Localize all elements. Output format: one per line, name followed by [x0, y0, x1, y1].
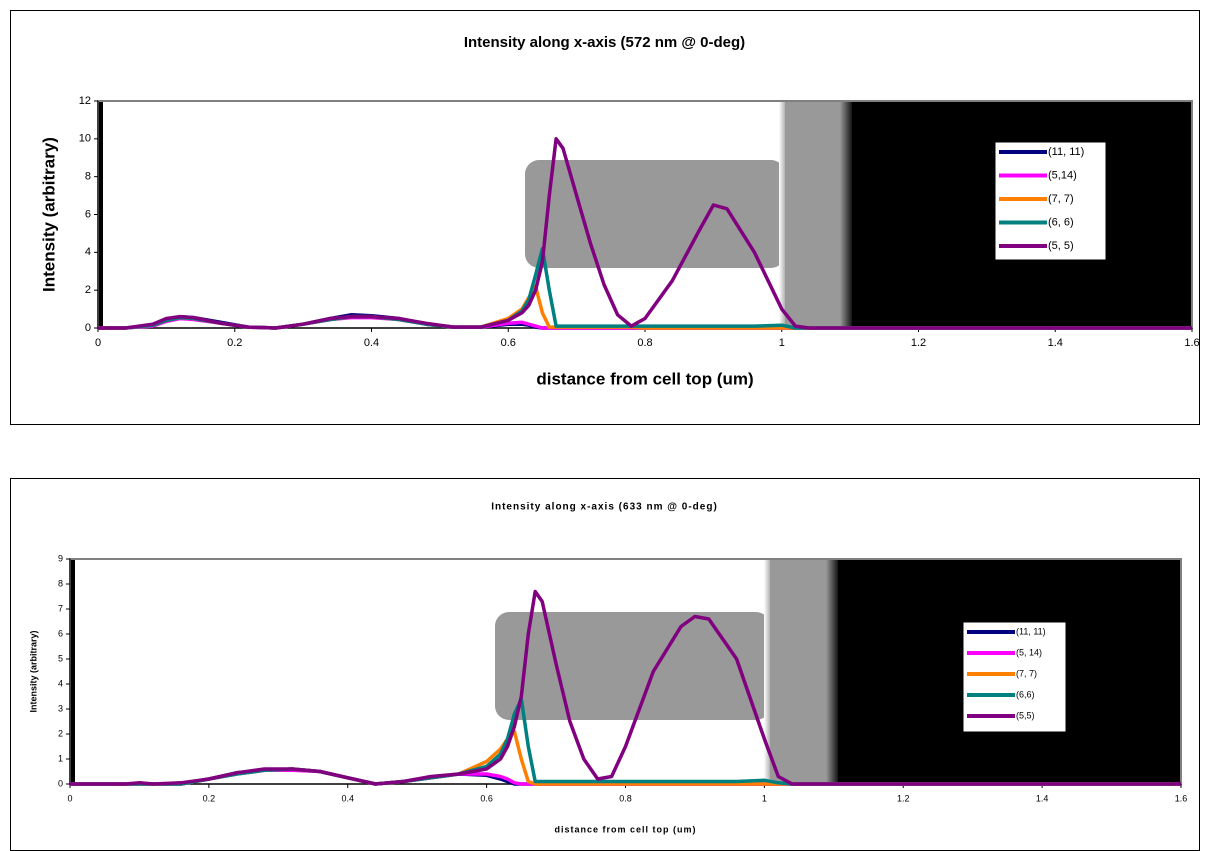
x-tick-label: 0.4 — [364, 337, 379, 349]
legend-label: (6,6) — [1016, 689, 1035, 699]
y-tick-label: 0 — [85, 322, 91, 334]
backdrop-band — [495, 612, 770, 720]
y-tick-label: 3 — [58, 703, 63, 713]
x-tick-label: 1.2 — [911, 337, 926, 349]
y-tick-label: 6 — [85, 208, 91, 220]
legend-label: (7, 7) — [1016, 668, 1037, 678]
y-tick-label: 9 — [58, 553, 63, 563]
legend-label: (5,14) — [1048, 169, 1077, 181]
data-line — [70, 589, 1181, 786]
y-axis-label: Intensity (arbitrary) — [28, 630, 38, 712]
x-tick-label: 0.4 — [341, 793, 354, 803]
y-tick-label: 4 — [85, 246, 91, 258]
backdrop-band — [525, 160, 785, 268]
chart-title: Intensity along x-axis (633 nm @ 0-deg) — [491, 502, 718, 513]
x-tick-label: 1.6 — [1175, 793, 1188, 803]
legend-label: (7, 7) — [1048, 193, 1074, 205]
legend-label: (11, 11) — [1048, 146, 1084, 158]
y-tick-label: 2 — [58, 728, 63, 738]
x-tick-label: 0.8 — [619, 793, 632, 803]
x-tick-label: 0.2 — [227, 337, 242, 349]
y-tick-label: 10 — [79, 133, 91, 145]
x-tick-label: 0.6 — [501, 337, 516, 349]
legend-label: (5, 14) — [1016, 647, 1042, 657]
y-tick-label: 0 — [58, 778, 63, 788]
y-tick-label: 8 — [85, 171, 91, 183]
x-tick-label: 1 — [779, 337, 785, 349]
legend-label: (5, 5) — [1048, 240, 1074, 252]
backdrop-gray-edge — [779, 101, 787, 328]
y-tick-label: 6 — [58, 628, 63, 638]
backdrop-dark-edge — [840, 101, 854, 328]
y-tick-label: 4 — [58, 678, 63, 688]
y-tick-label: 8 — [58, 578, 63, 588]
y-tick-label: 12 — [79, 95, 91, 107]
legend-label: (5,5) — [1016, 710, 1035, 720]
x-tick-label: 0 — [95, 337, 101, 349]
chart-title: Intensity along x-axis (572 nm @ 0-deg) — [464, 34, 745, 51]
y-tick-label: 1 — [58, 753, 63, 763]
x-tick-label: 1.4 — [1048, 337, 1063, 349]
backdrop-edge — [70, 559, 75, 784]
x-tick-label: 1.6 — [1184, 337, 1199, 349]
x-tick-label: 0.2 — [203, 793, 216, 803]
x-tick-label: 1.2 — [897, 793, 910, 803]
x-tick-label: 0.8 — [637, 337, 652, 349]
x-axis-label: distance from cell top (um) — [536, 369, 753, 388]
legend-box — [962, 621, 1067, 733]
backdrop-gray-edge — [764, 559, 772, 784]
backdrop-edge — [98, 101, 103, 328]
y-tick-label: 2 — [85, 284, 91, 296]
y-tick-label: 7 — [58, 603, 63, 613]
legend-label: (11, 11) — [1016, 626, 1046, 636]
data-line — [98, 137, 1192, 330]
y-axis-label: Intensity (arbitrary) — [39, 137, 58, 292]
x-tick-label: 1 — [762, 793, 767, 803]
x-tick-label: 0.6 — [480, 793, 493, 803]
y-tick-label: 5 — [58, 653, 63, 663]
x-axis-label: distance from cell top (um) — [554, 824, 696, 834]
legend-label: (6, 6) — [1048, 216, 1074, 228]
backdrop-dark-edge — [826, 559, 840, 784]
x-tick-label: 1.4 — [1036, 793, 1049, 803]
x-tick-label: 0 — [67, 793, 72, 803]
